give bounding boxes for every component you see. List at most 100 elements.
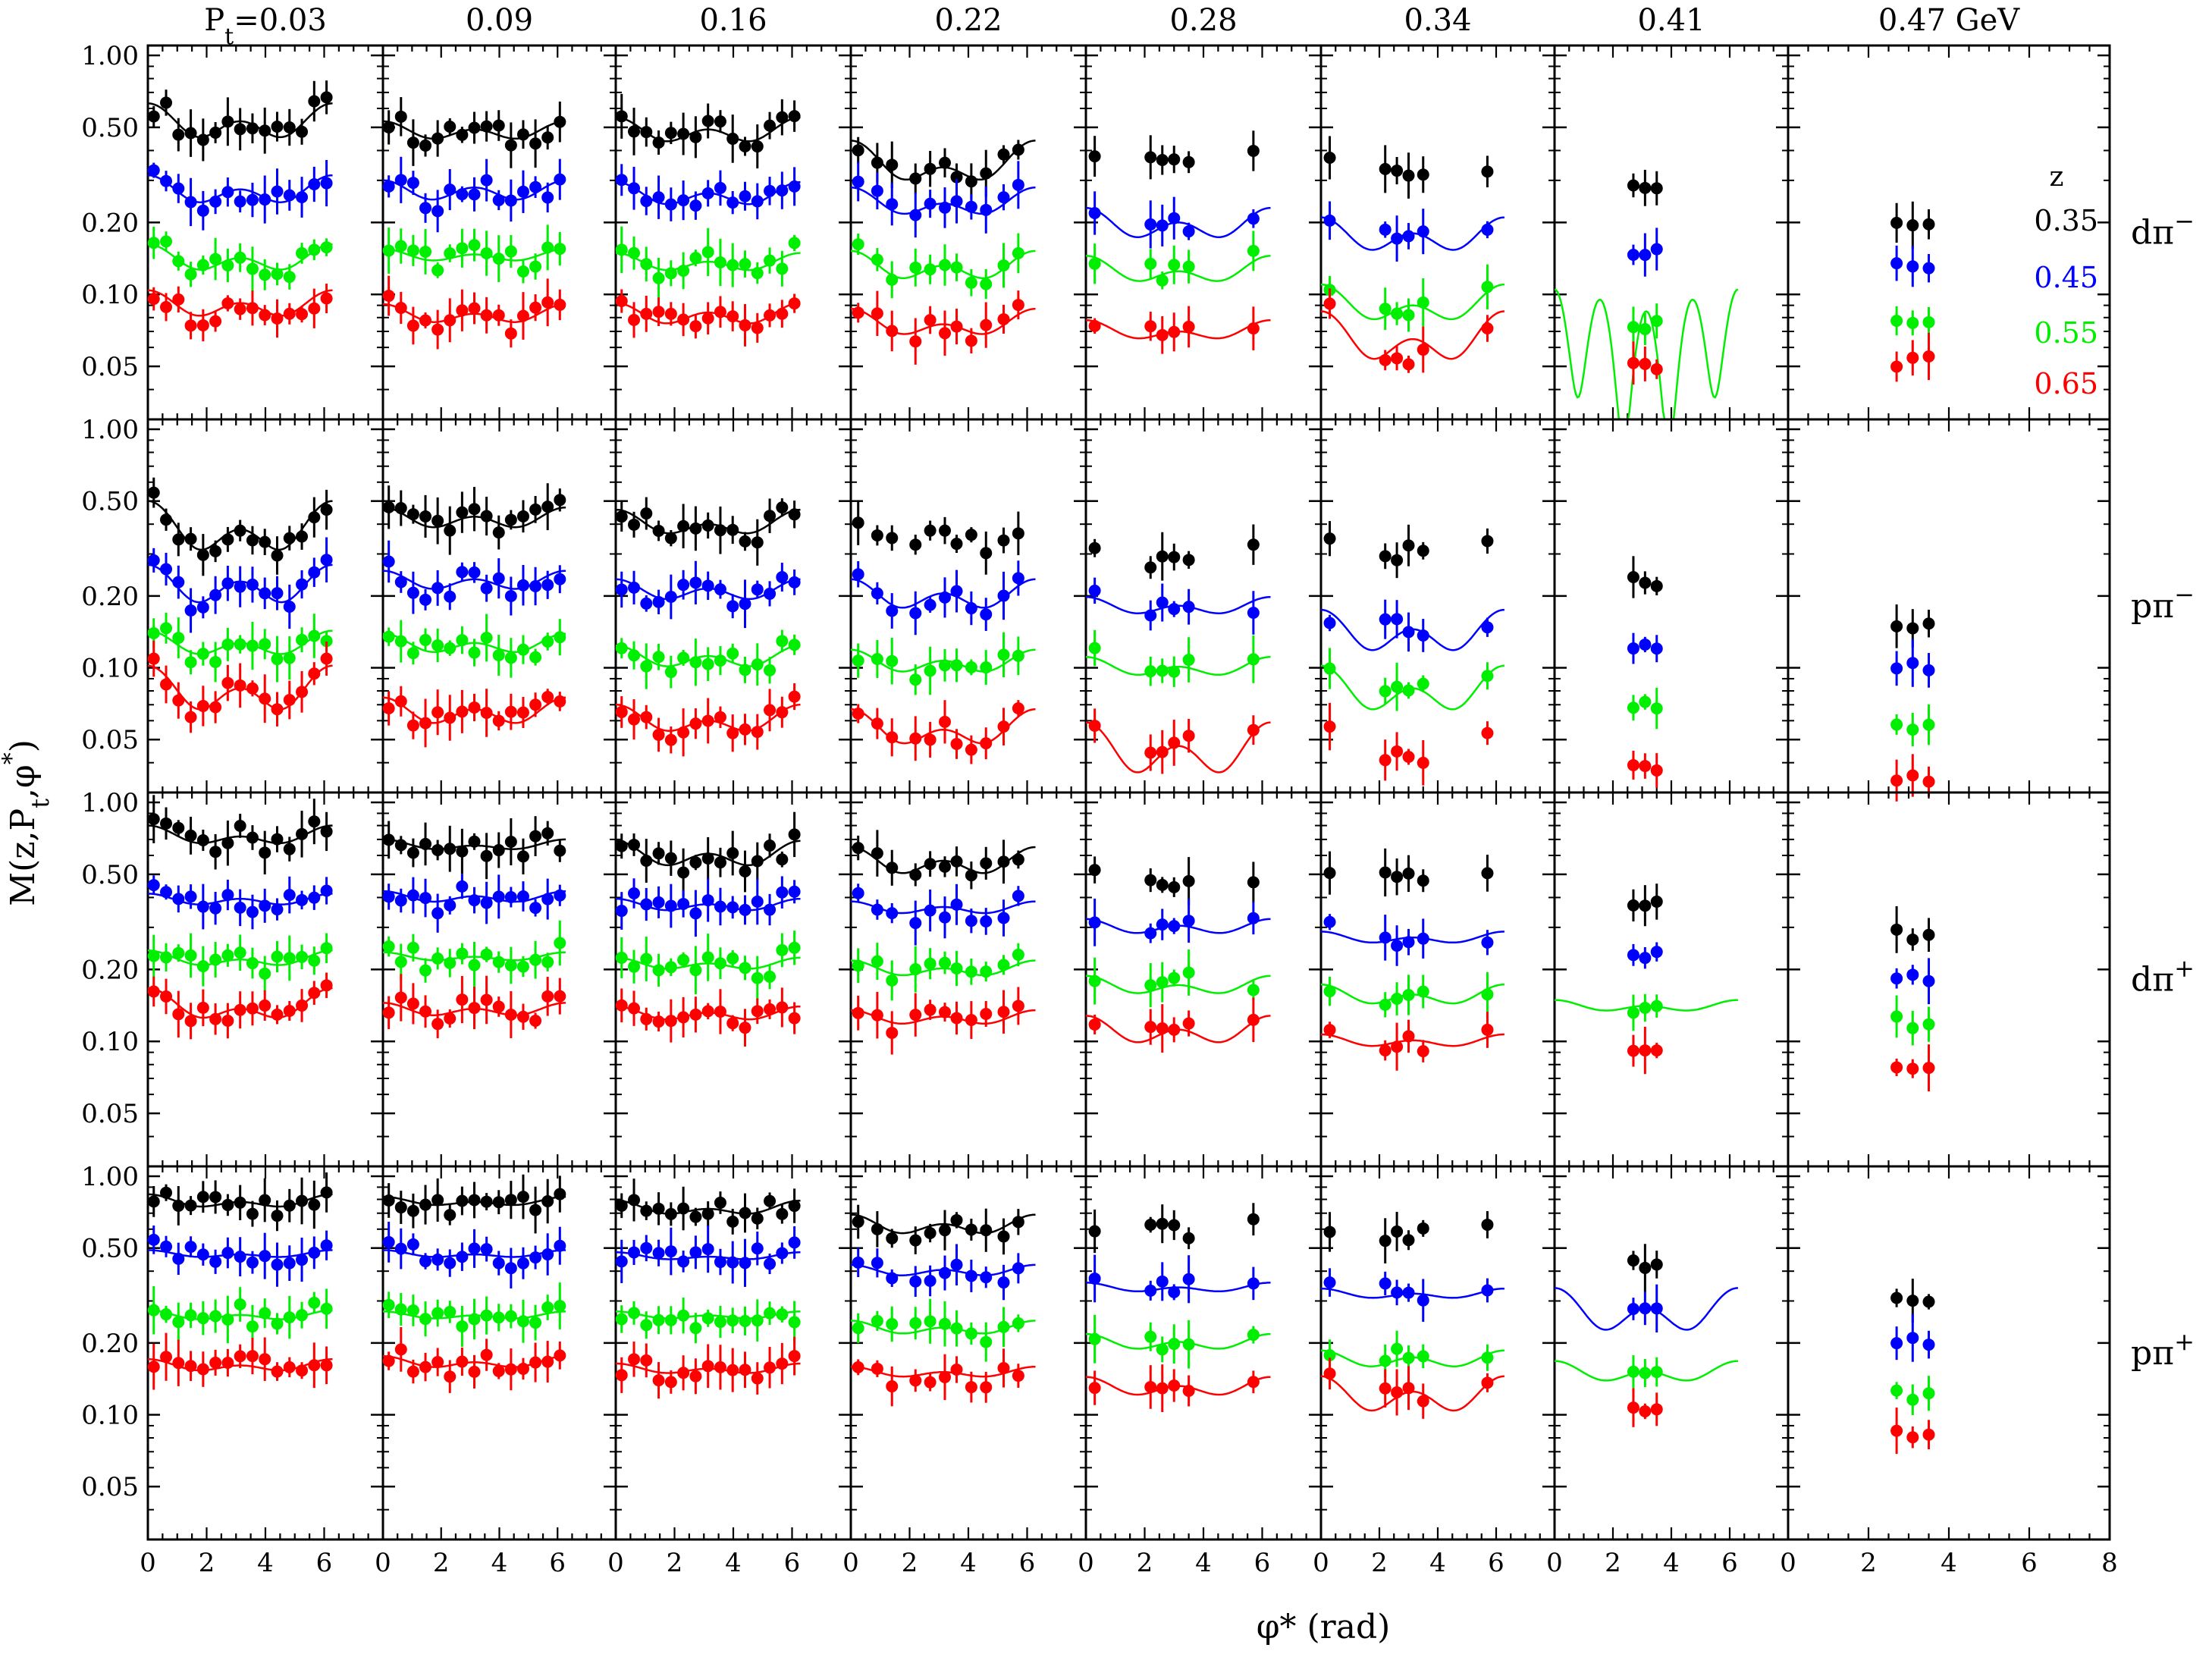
marker [664, 532, 677, 545]
marker [701, 1005, 714, 1018]
data-point-z0.45 [950, 883, 963, 925]
data-point-z0.55 [529, 940, 542, 979]
data-point-z0.65 [234, 298, 246, 320]
data-point-z0.45 [1417, 209, 1429, 255]
data-point-z0.65 [480, 1339, 493, 1371]
data-point-z0.35 [739, 850, 751, 893]
data-point-z0.55 [1182, 250, 1195, 284]
data-point-z0.35 [456, 127, 469, 143]
data-point-z0.55 [444, 1301, 457, 1323]
data-point-z0.45 [751, 580, 764, 599]
marker [196, 699, 209, 712]
marker [246, 1002, 259, 1015]
marker [147, 1304, 160, 1317]
marker [468, 1313, 481, 1326]
data-point-z0.65 [221, 1348, 234, 1377]
marker [234, 303, 246, 315]
data-point-z0.45 [726, 896, 739, 919]
data-point-z0.45 [529, 176, 542, 199]
marker [924, 524, 937, 537]
data-point-z0.65 [652, 297, 665, 326]
marker [997, 191, 1010, 204]
marker [950, 962, 963, 975]
marker [529, 503, 542, 516]
marker [444, 956, 457, 969]
marker [296, 1309, 309, 1322]
marker [296, 308, 309, 321]
data-point-z0.35 [444, 1204, 457, 1226]
marker [628, 581, 641, 594]
data-point-z0.65 [764, 689, 777, 732]
marker [234, 1298, 246, 1311]
data-point-z0.35 [1379, 145, 1392, 193]
data-point-z0.45 [431, 190, 444, 233]
marker [1627, 949, 1639, 962]
marker [776, 706, 789, 719]
marker [1156, 219, 1169, 232]
marker [246, 1320, 259, 1333]
marker [1247, 653, 1260, 666]
marker [234, 638, 246, 651]
data-point-z0.45 [172, 885, 185, 913]
data-point-z0.55 [147, 226, 160, 259]
marker [939, 591, 951, 604]
marker [1379, 754, 1392, 767]
data-point-z0.45 [504, 887, 517, 908]
data-point-z0.35 [886, 849, 899, 886]
data-point-z0.55 [1182, 637, 1195, 683]
data-point-z0.65 [701, 698, 714, 744]
data-point-z0.45 [1627, 943, 1639, 966]
marker [677, 264, 690, 277]
marker [1481, 867, 1494, 880]
data-point-z0.35 [246, 526, 259, 555]
marker [871, 587, 883, 600]
data-point-z0.65 [1012, 987, 1024, 1025]
marker [308, 667, 321, 680]
marker [739, 598, 751, 610]
data-point-z0.45 [701, 571, 714, 601]
marker [283, 271, 296, 284]
marker [184, 268, 197, 281]
data-point-z0.55 [739, 656, 751, 683]
marker [1012, 527, 1024, 540]
marker [980, 915, 993, 927]
marker [271, 1258, 284, 1271]
marker [1417, 985, 1429, 998]
data-point-z0.35 [308, 1180, 321, 1229]
marker [283, 889, 296, 902]
data-point-z0.45 [541, 878, 554, 920]
marker [271, 121, 284, 133]
marker [492, 119, 505, 132]
marker [1168, 880, 1181, 893]
marker [504, 327, 517, 340]
data-point-z0.45 [1012, 886, 1024, 906]
data-point-z0.65 [554, 978, 566, 1015]
marker [160, 300, 173, 313]
data-point-z0.35 [1639, 885, 1652, 927]
marker [871, 253, 883, 266]
marker [628, 713, 641, 726]
data-point-z0.45 [1182, 588, 1195, 625]
data-point-z0.35 [419, 134, 432, 157]
data-point-z0.55 [776, 933, 789, 968]
marker [516, 706, 529, 719]
marker [1890, 360, 1903, 373]
data-point-z0.55 [1650, 687, 1663, 730]
data-point-z0.65 [739, 304, 751, 347]
data-point-z0.65 [764, 999, 777, 1019]
data-point-z0.45 [382, 883, 395, 910]
marker [1906, 933, 1919, 946]
marker [714, 856, 726, 869]
data-point-z0.45 [1890, 651, 1903, 686]
data-point-z0.55 [1906, 1010, 1919, 1046]
data-point-z0.55 [1639, 312, 1652, 346]
data-point-z0.45 [1402, 612, 1415, 652]
data-point-z0.35 [259, 529, 271, 555]
marker [172, 946, 185, 959]
data-point-z0.55 [221, 248, 234, 283]
data-point-z0.55 [997, 243, 1010, 288]
marker [788, 508, 801, 521]
marker [1906, 219, 1919, 232]
data-point-z0.45 [271, 898, 284, 921]
data-point-z0.55 [468, 228, 481, 262]
